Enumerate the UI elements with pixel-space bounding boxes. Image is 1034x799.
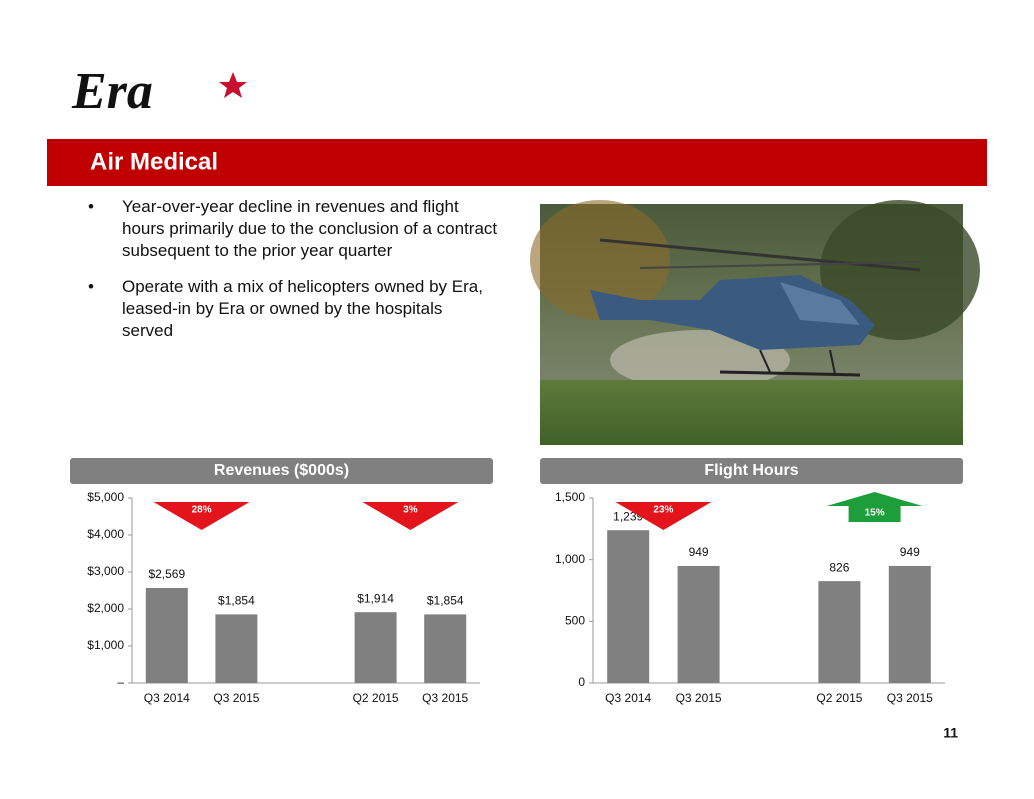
bar <box>424 614 467 683</box>
change-label: 3% <box>403 505 418 516</box>
y-tick-label: $1,000 <box>87 638 124 652</box>
logo-star <box>219 72 247 98</box>
bar <box>677 565 720 683</box>
x-tick-label: Q2 2015 <box>353 691 399 705</box>
value-label: $2,569 <box>148 567 185 581</box>
y-tick-label: 1,000 <box>555 552 585 566</box>
bar <box>818 581 861 683</box>
y-tick-label: 0 <box>578 675 585 689</box>
x-tick-label: Q3 2015 <box>676 691 722 705</box>
y-tick-label: $5,000 <box>87 490 124 504</box>
title-bar <box>47 139 987 186</box>
chart-title: Revenues ($000s) <box>214 462 349 479</box>
logo: Era <box>71 63 153 120</box>
value-label: $1,854 <box>427 594 464 608</box>
bar <box>145 587 188 683</box>
bullet: Operate with a mix of helicopters owned … <box>88 276 498 342</box>
change-arrow <box>615 502 712 530</box>
x-tick-label: Q3 2015 <box>887 691 933 705</box>
value-label: 949 <box>689 545 709 559</box>
change-label: 15% <box>865 508 885 519</box>
bullet: Year-over-year decline in revenues and f… <box>88 196 498 262</box>
change-label: 28% <box>192 505 212 516</box>
slide-title: Air Medical <box>90 148 218 175</box>
y-tick-label: 1,500 <box>555 490 585 504</box>
x-tick-label: Q3 2015 <box>213 691 259 705</box>
chart-header <box>540 458 963 484</box>
page-number: 11 <box>943 725 958 741</box>
bar <box>354 612 397 683</box>
change-arrow <box>826 492 923 522</box>
y-tick-label: $2,000 <box>87 601 124 615</box>
bar <box>888 565 931 683</box>
x-tick-label: Q3 2014 <box>144 691 190 705</box>
y-tick-label: 500 <box>565 614 585 628</box>
y-tick-label: $4,000 <box>87 527 124 541</box>
y-tick-label: – <box>117 675 124 689</box>
photo <box>530 200 980 445</box>
chart-title: Flight Hours <box>704 462 798 479</box>
change-arrow <box>153 502 250 530</box>
value-label: $1,854 <box>218 594 255 608</box>
x-tick-label: Q3 2014 <box>605 691 651 705</box>
chart-header <box>70 458 493 484</box>
value-label: $1,914 <box>357 591 394 605</box>
x-tick-label: Q2 2015 <box>816 691 862 705</box>
change-label: 23% <box>653 505 673 516</box>
bar <box>607 530 650 683</box>
x-tick-label: Q3 2015 <box>422 691 468 705</box>
value-label: 826 <box>829 560 849 574</box>
bullet-list: Year-over-year decline in revenues and f… <box>88 196 498 356</box>
change-arrow <box>362 502 459 530</box>
y-tick-label: $3,000 <box>87 564 124 578</box>
bar <box>215 614 258 683</box>
value-label: 949 <box>900 545 920 559</box>
